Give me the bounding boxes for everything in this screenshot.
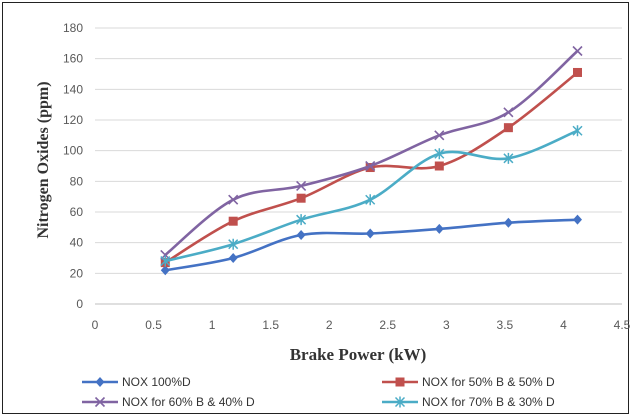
x-tick-label: 4 <box>560 318 567 332</box>
legend-item: NOX for 70% B & 30% D <box>382 395 555 409</box>
data-point <box>572 67 582 77</box>
series-layer <box>160 45 583 276</box>
x-tick-label: 3 <box>443 318 450 332</box>
x-tick-labels: 0 0.5 1 1.5 2 2.5 3 3.5 4 4.5 <box>92 318 631 332</box>
data-point <box>503 217 513 228</box>
y-tick-label: 140 <box>63 82 83 96</box>
data-point <box>434 130 445 141</box>
x-axis-title: Brake Power (kW) <box>290 345 427 364</box>
data-point <box>572 214 582 225</box>
data-point <box>228 194 239 205</box>
legend-item: NOX 100%D <box>82 375 191 389</box>
gridlines <box>95 27 622 274</box>
series-3 <box>160 45 583 260</box>
chart-frame <box>2 2 629 414</box>
data-point <box>365 160 376 172</box>
y-tick-label: 60 <box>70 205 84 219</box>
data-point <box>296 193 306 203</box>
x-tick-label: 4.5 <box>614 318 631 332</box>
data-point <box>503 152 514 164</box>
data-point <box>572 125 583 137</box>
legend-label: NOX for 50% B & 50% D <box>422 375 555 389</box>
data-point <box>228 238 239 250</box>
y-tick-label: 20 <box>70 266 84 280</box>
x-tick-label: 0 <box>92 318 99 332</box>
data-point <box>365 163 375 173</box>
legend-marker <box>94 396 106 408</box>
legend-item: NOX for 60% B & 40% D <box>82 395 255 409</box>
data-point <box>365 194 376 206</box>
data-point <box>160 265 170 276</box>
data-point <box>365 228 375 239</box>
legend-item: NOX for 50% B & 50% D <box>382 375 555 389</box>
data-point <box>434 223 444 234</box>
x-tick-label: 2 <box>326 318 333 332</box>
data-point <box>503 123 513 133</box>
legend-label: NOX 100%D <box>122 375 191 389</box>
legend-marker <box>394 396 406 408</box>
legend-label: NOX for 60% B & 40% D <box>122 395 255 409</box>
series-1 <box>160 214 582 276</box>
y-tick-label: 40 <box>70 236 84 250</box>
data-point <box>434 148 445 160</box>
y-tick-label: 120 <box>63 113 83 127</box>
data-point <box>160 255 171 267</box>
y-tick-label: 160 <box>63 52 83 66</box>
series-4 <box>160 125 583 267</box>
data-point <box>228 253 238 263</box>
data-point <box>296 230 306 240</box>
legend-label: NOX for 70% B & 30% D <box>422 395 555 409</box>
legend-marker <box>395 377 405 387</box>
x-tick-label: 2.5 <box>379 318 396 332</box>
legend-marker <box>95 377 105 387</box>
data-point <box>296 214 307 226</box>
data-point <box>296 180 307 191</box>
data-point <box>228 216 238 226</box>
data-point <box>434 161 444 171</box>
legend: NOX 100%D NOX for 50% B & 50% D NOX for 60… <box>82 375 555 409</box>
y-tick-label: 0 <box>76 297 83 311</box>
y-tick-label: 100 <box>63 144 83 158</box>
y-axis-title: Nitrogen Oxides (ppm) <box>35 81 52 238</box>
y-tick-label: 80 <box>70 174 84 188</box>
y-tick-label: 180 <box>63 21 83 35</box>
x-tick-label: 1.5 <box>262 318 279 332</box>
x-tick-label: 3.5 <box>497 318 514 332</box>
x-tick-label: 1 <box>209 318 216 332</box>
data-point <box>503 107 514 118</box>
x-tick-label: 0.5 <box>145 318 162 332</box>
data-point <box>572 45 583 57</box>
y-tick-labels: 0 20 40 60 80 100 120 140 160 180 <box>63 21 83 311</box>
